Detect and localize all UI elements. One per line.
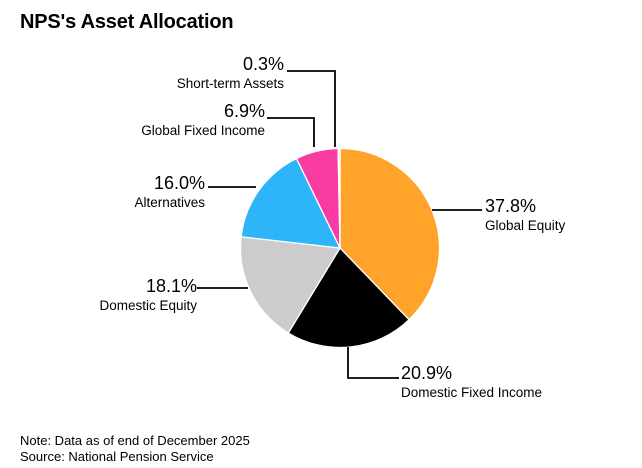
pie-slice-alternatives [240, 157, 341, 249]
slice-label: Domestic Fixed Income [401, 385, 543, 400]
slice-label: Global Fixed Income [141, 123, 265, 138]
slice-label: Alternatives [134, 195, 205, 210]
callout-line-short-term-assets [287, 70, 336, 147]
callout-label-short-term-assets: 0.3% Short-term Assets [84, 54, 284, 91]
slice-value: 20.9% [401, 363, 453, 383]
footer-note: Note: Data as of end of December 2025 [20, 433, 250, 448]
pie-slice-domestic-equity [239, 236, 341, 334]
callout-line-domestic-fixed-income [347, 347, 399, 379]
chart-title: NPS's Asset Allocation [20, 11, 234, 33]
callout-label-alternatives: 16.0% Alternatives [5, 173, 205, 210]
slice-value: 18.1% [145, 276, 197, 296]
pie-slice-domestic-fixed-income [287, 247, 410, 349]
callout-label-domestic-equity: 18.1% Domestic Equity [0, 276, 197, 313]
slice-label: Global Equity [485, 218, 566, 233]
pie-slice-short-term-assets [337, 147, 341, 249]
footer-source: Source: National Pension Service [20, 448, 214, 464]
callout-label-global-fixed-income: 6.9% Global Fixed Income [65, 101, 265, 138]
chart-footer: Note: Data as of end of December 2025 So… [20, 433, 250, 464]
slice-value: 16.0% [153, 173, 205, 193]
slice-value: 37.8% [485, 196, 537, 216]
callout-label-domestic-fixed-income: 20.9% Domestic Fixed Income [401, 363, 601, 400]
slice-label: Domestic Equity [99, 298, 197, 313]
slice-label: Short-term Assets [176, 76, 284, 91]
slice-value: 0.3% [242, 54, 284, 74]
pie-slices [239, 147, 441, 349]
callout-line-global-fixed-income [267, 117, 315, 147]
slice-value: 6.9% [223, 101, 265, 121]
callout-label-global-equity: 37.8% Global Equity [485, 196, 635, 233]
